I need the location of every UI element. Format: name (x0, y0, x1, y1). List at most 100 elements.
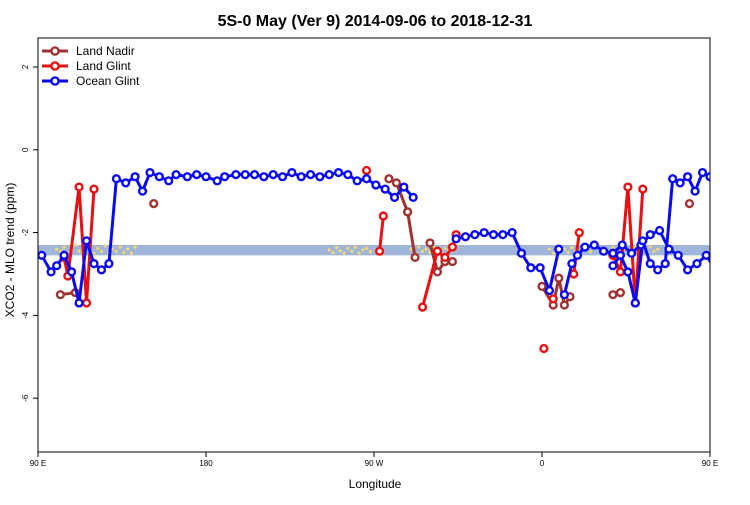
background-point (566, 250, 570, 255)
data-point (403, 207, 413, 217)
x-tick-label: 0 (540, 459, 545, 468)
data-point (296, 172, 306, 182)
data-point (638, 236, 648, 246)
data-point (46, 267, 56, 277)
background-point (77, 249, 81, 253)
data-point (389, 192, 400, 202)
data-point (277, 172, 288, 182)
data-point (171, 170, 181, 180)
data-point (440, 252, 450, 263)
plot-area (38, 165, 719, 354)
data-point (460, 232, 471, 242)
x-axis-label: Longitude (349, 477, 402, 491)
data-point (684, 199, 695, 209)
data-point (488, 230, 499, 240)
data-point (81, 236, 92, 246)
data-point (567, 259, 577, 269)
legend-marker (50, 61, 60, 71)
data-point (526, 263, 536, 273)
data-point (447, 256, 458, 267)
background-point (364, 246, 369, 250)
data-point (425, 238, 435, 248)
data-point (645, 259, 655, 269)
data-point (384, 174, 394, 184)
data-point (479, 227, 489, 238)
background-point (648, 245, 652, 249)
data-point (548, 294, 558, 304)
background-point (361, 248, 365, 252)
data-point (149, 199, 159, 209)
data-point (498, 230, 508, 240)
data-point (432, 267, 443, 277)
data-point (623, 182, 633, 192)
background-point (656, 247, 660, 251)
data-point (59, 250, 69, 260)
background-point (368, 250, 372, 254)
data-point (111, 174, 122, 184)
data-point (81, 298, 92, 308)
data-point (231, 170, 241, 180)
data-point (137, 186, 148, 196)
data-point (212, 176, 222, 186)
data-point (74, 298, 84, 308)
series-line (406, 211, 417, 258)
data-point (375, 246, 385, 256)
data-point (630, 298, 640, 308)
background-point (420, 249, 425, 253)
data-point (145, 167, 155, 178)
background-point (346, 246, 350, 250)
data-point (554, 273, 564, 283)
background-point (118, 245, 122, 249)
data-point (447, 242, 458, 252)
background-point (342, 251, 346, 255)
y-tick-label: -6 (21, 394, 30, 402)
data-point (324, 170, 334, 180)
data-point (559, 290, 570, 300)
data-point (668, 174, 678, 184)
data-point (654, 225, 665, 236)
background-point (114, 249, 118, 253)
data-point (682, 265, 693, 275)
data-point (182, 172, 192, 182)
data-point (451, 234, 461, 244)
y-tick-label: 2 (21, 64, 30, 69)
data-point (130, 172, 140, 182)
data-point (638, 184, 648, 194)
data-point (417, 302, 428, 312)
data-point (192, 170, 202, 180)
reference-band (38, 245, 710, 256)
data-point (259, 172, 269, 182)
legend-marker (50, 76, 60, 86)
data-point (572, 250, 583, 260)
plot-layer (38, 165, 719, 354)
background-point (331, 250, 335, 255)
legend-label: Land Glint (76, 59, 131, 73)
data-point (539, 343, 549, 354)
background-point (122, 250, 126, 255)
data-point (333, 167, 344, 178)
background-point (103, 244, 107, 248)
data-point (535, 263, 545, 273)
y-tick-label: 0 (21, 147, 30, 152)
series-line (378, 215, 385, 252)
data-point (701, 250, 710, 260)
data-point (589, 240, 599, 250)
data-point (410, 252, 420, 263)
data-point (399, 182, 409, 192)
x-tick-label: 90 E (30, 459, 46, 468)
data-point (371, 180, 381, 190)
data-point (104, 259, 114, 269)
background-point (588, 250, 593, 254)
background-point (551, 251, 555, 255)
data-point (305, 170, 316, 180)
data-point (615, 267, 626, 277)
x-tick-label: 90 W (365, 459, 384, 468)
legend-marker (50, 46, 60, 56)
data-point (690, 186, 700, 196)
y-axis-label: XCO2 - MLO trend (ppm) (3, 183, 17, 318)
data-point (574, 227, 584, 238)
data-point (712, 266, 719, 273)
data-point (408, 192, 418, 202)
